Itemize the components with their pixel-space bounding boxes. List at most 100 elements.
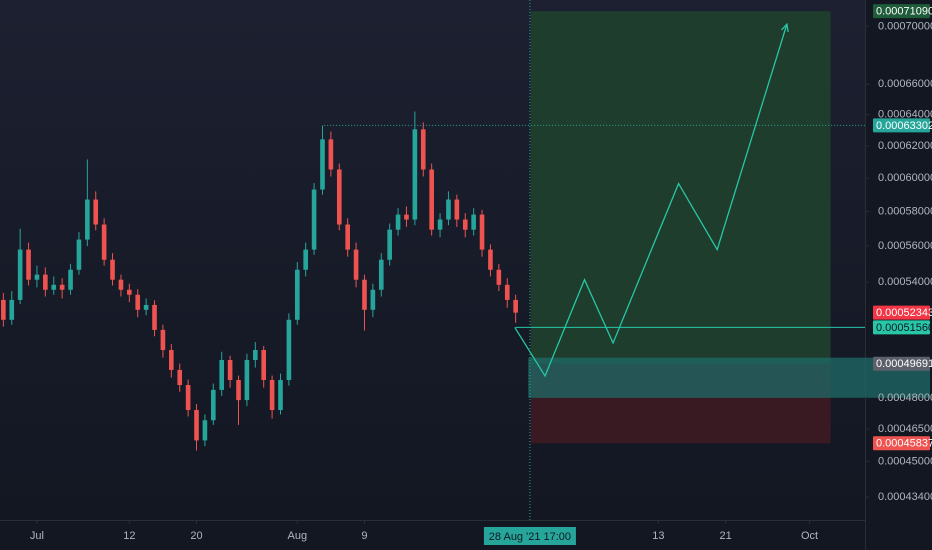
candle-body	[9, 299, 15, 320]
candle-body	[454, 199, 460, 220]
candle-body	[194, 410, 199, 441]
projection-arrowhead	[780, 22, 789, 33]
y-tick-label: 0.00045000	[878, 455, 932, 467]
candle-body	[152, 304, 157, 330]
price-tag-label: 0.00071090	[876, 6, 932, 18]
y-tick-label: 0.00064000	[878, 109, 932, 121]
candle-body	[211, 389, 216, 421]
candle-body	[462, 219, 468, 230]
candle-body	[479, 214, 485, 250]
candle-body	[127, 289, 132, 295]
x-tick-label: 12	[123, 530, 135, 542]
price-tag	[873, 356, 930, 371]
candle-body	[59, 284, 65, 290]
candle-body	[43, 274, 48, 290]
support-zone	[528, 357, 930, 398]
candle-body	[17, 249, 23, 300]
candle-body	[269, 379, 275, 411]
y-tick-label: 0.00070000	[878, 20, 932, 32]
price-tag-label: 0.00052343	[876, 307, 932, 319]
candle-body	[118, 279, 124, 290]
candle-body	[437, 219, 443, 230]
candle-body	[252, 350, 258, 361]
candle-body	[177, 369, 183, 386]
candle-body	[93, 199, 99, 225]
candle-body	[34, 274, 40, 280]
candle-body	[387, 229, 392, 260]
candle-body	[446, 199, 451, 220]
y-tick-label: 0.00054000	[878, 276, 932, 288]
candle-body	[395, 214, 401, 230]
x-tick-label: Oct	[801, 530, 818, 542]
candle-body	[1, 299, 6, 320]
candle-body	[261, 350, 267, 380]
y-tick-label: 0.00048000	[878, 392, 932, 404]
candle-body	[311, 189, 317, 250]
candle-body	[85, 199, 90, 240]
price-tag	[873, 320, 930, 335]
x-tick-label: 13	[652, 530, 664, 542]
candle-body	[303, 249, 308, 270]
candle-body	[336, 169, 342, 225]
crosshair-label: 28 Aug '21 17:00	[489, 531, 571, 543]
x-tick-label: Aug	[288, 530, 308, 542]
projection-line	[514, 23, 788, 378]
candle-body	[101, 224, 107, 260]
candle-body	[429, 169, 434, 230]
candle-body	[328, 139, 334, 170]
price-tag	[873, 305, 930, 320]
candle-body	[202, 420, 208, 441]
candle-body	[51, 284, 57, 290]
y-tick-label: 0.00066000	[878, 78, 932, 90]
price-tag-label: 0.00045837	[876, 438, 932, 450]
candle-body	[160, 329, 166, 351]
candle-body	[362, 279, 367, 310]
price-tag	[873, 436, 930, 451]
candle-body	[76, 239, 82, 270]
candle-body	[496, 269, 502, 285]
candle-body	[278, 379, 283, 411]
y-tick-label: 0.00056000	[878, 240, 932, 252]
candle-body	[294, 269, 300, 320]
candle-body	[227, 360, 233, 380]
price-tag	[873, 118, 930, 133]
crosshair-label-bg	[483, 527, 576, 545]
x-tick-label: Jul	[30, 530, 44, 542]
price-tag	[873, 4, 930, 19]
candle-body	[345, 224, 350, 250]
price-tag-label: 0.00063302	[876, 120, 932, 132]
candle-body	[488, 249, 493, 270]
y-tick-label: 0.00060000	[878, 172, 932, 184]
price-tag-label: 0.00051560	[876, 322, 932, 334]
y-tick-label: 0.00043400	[878, 491, 932, 503]
y-tick-label: 0.00062000	[878, 140, 932, 152]
time-axis	[0, 520, 865, 550]
candle-body	[110, 259, 115, 280]
candle-body	[143, 304, 149, 310]
candle-body	[68, 269, 73, 290]
y-tick-label: 0.00046500	[878, 423, 932, 435]
candle-body	[420, 129, 426, 170]
candle-body	[26, 249, 31, 280]
candle-body	[353, 249, 359, 280]
candle-body	[412, 129, 418, 220]
candle-body	[378, 259, 384, 290]
candle-body	[219, 360, 225, 390]
candle-body	[513, 299, 518, 313]
candle-body	[320, 139, 325, 190]
x-tick-label: 9	[361, 530, 367, 542]
candle-body	[185, 385, 191, 411]
y-tick-label: 0.00058000	[878, 205, 932, 217]
x-tick-label: 21	[719, 530, 731, 542]
candle-body	[286, 319, 292, 380]
price-tag-label: 0.00049691	[876, 358, 932, 370]
candle-body	[135, 294, 141, 310]
candle-body	[244, 360, 250, 401]
price-axis	[865, 0, 932, 550]
candle-body	[404, 214, 409, 220]
candle-body	[504, 284, 510, 300]
candle-body	[471, 214, 476, 230]
candle-body	[370, 289, 376, 310]
